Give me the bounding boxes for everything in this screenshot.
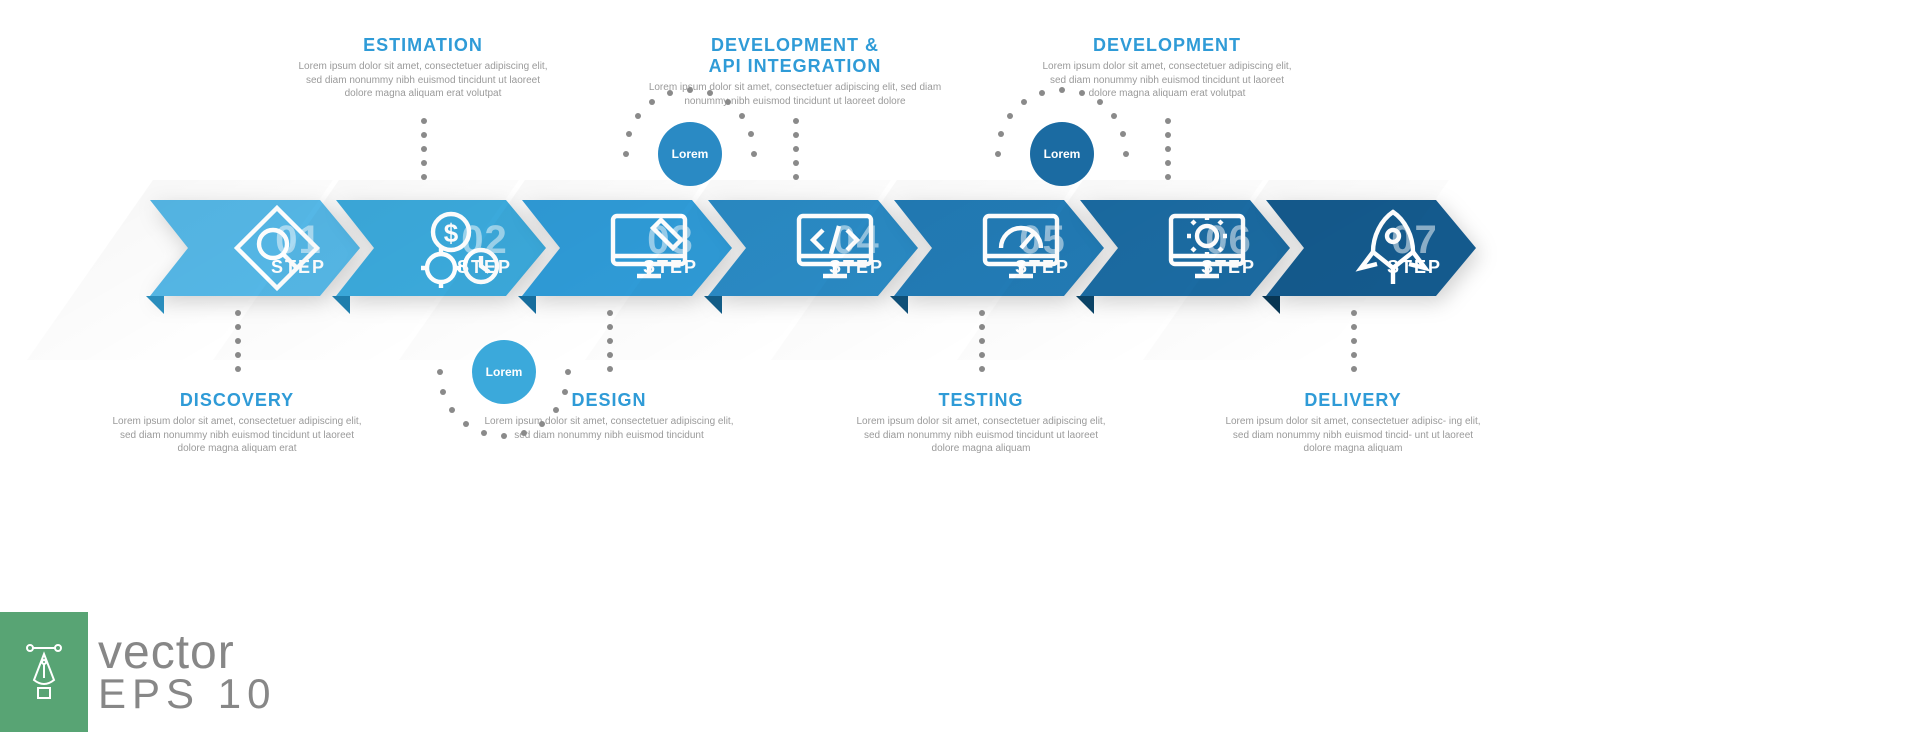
dots-connector <box>421 118 427 180</box>
info-body: Lorem ipsum dolor sit amet, consectetuer… <box>107 415 367 456</box>
arrow-fold <box>890 296 908 314</box>
info-title: DELIVERY <box>1223 390 1483 411</box>
arrow-fold <box>146 296 164 314</box>
step-arrow-4: 04 STEP <box>708 200 918 296</box>
monitor-code-icon <box>730 225 776 271</box>
step-arrow-3: 03 STEP <box>522 200 732 296</box>
arrow-fold <box>1262 296 1280 314</box>
circle-badge: Lorem <box>472 340 536 404</box>
info-body: Lorem ipsum dolor sit amet, consectetuer… <box>293 60 553 101</box>
dots-connector <box>979 310 985 372</box>
dots-connector <box>235 310 241 372</box>
info-body: Lorem ipsum dolor sit amet, consectetuer… <box>645 81 945 108</box>
dollar-gear-clock-icon: $ <box>358 225 404 271</box>
info-title: DISCOVERY <box>107 390 367 411</box>
arrow-fold <box>704 296 722 314</box>
footer-badge: vector EPS 10 <box>0 612 276 732</box>
pen-tool-icon <box>0 612 88 732</box>
info-title: TESTING <box>851 390 1111 411</box>
arrow-fold <box>518 296 536 314</box>
info-title: ESTIMATION <box>293 35 553 56</box>
rocket-icon <box>1288 225 1334 271</box>
footer-line2: EPS 10 <box>98 673 276 715</box>
monitor-pen-icon <box>544 225 590 271</box>
dots-connector <box>607 310 613 372</box>
info-title: DEVELOPMENT &API INTEGRATION <box>645 35 945 77</box>
svg-text:$: $ <box>444 218 459 248</box>
step-arrow-7: 07 STEP <box>1266 200 1476 296</box>
info-development: DEVELOPMENT Lorem ipsum dolor sit amet, … <box>1037 35 1297 101</box>
info-body: Lorem ipsum dolor sit amet, consectetuer… <box>1223 415 1483 456</box>
info-body: Lorem ipsum dolor sit amet, consectetuer… <box>851 415 1111 456</box>
info-body: Lorem ipsum dolor sit amet, consectetuer… <box>479 415 739 442</box>
magnify-diamond-icon <box>172 225 218 271</box>
step-arrow-6: 06 STEP <box>1080 200 1290 296</box>
info-testing: TESTING Lorem ipsum dolor sit amet, cons… <box>851 390 1111 456</box>
circle-badge: Lorem <box>1030 122 1094 186</box>
step-arrow-1: 01 STEP <box>150 200 360 296</box>
circle-badge: Lorem <box>658 122 722 186</box>
info-body: Lorem ipsum dolor sit amet, consectetuer… <box>1037 60 1297 101</box>
dots-connector <box>1351 310 1357 372</box>
monitor-gauge-icon <box>916 225 962 271</box>
step-arrow-5: 05 STEP <box>894 200 1104 296</box>
info-delivery: DELIVERY Lorem ipsum dolor sit amet, con… <box>1223 390 1483 456</box>
info-discovery: DISCOVERY Lorem ipsum dolor sit amet, co… <box>107 390 367 456</box>
info-development-api-integration: DEVELOPMENT &API INTEGRATION Lorem ipsum… <box>645 35 945 108</box>
info-estimation: ESTIMATION Lorem ipsum dolor sit amet, c… <box>293 35 553 101</box>
step-arrow-2: $ 02 STEP <box>336 200 546 296</box>
arrow-fold <box>1076 296 1094 314</box>
dots-connector <box>1165 118 1171 180</box>
dots-connector <box>793 118 799 180</box>
arrow-fold <box>332 296 350 314</box>
monitor-gear-icon <box>1102 225 1148 271</box>
info-title: DEVELOPMENT <box>1037 35 1297 56</box>
